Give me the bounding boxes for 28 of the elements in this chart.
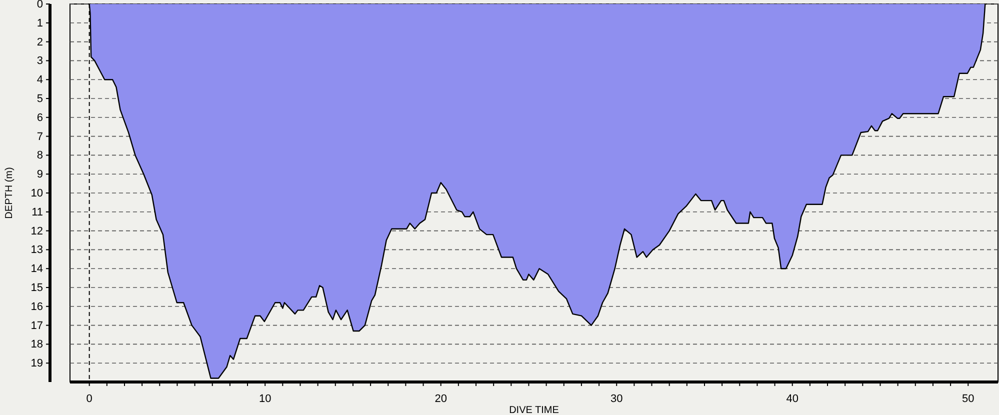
x-tick-label: 40 [786, 393, 798, 406]
y-tick-label: 2 [36, 36, 43, 48]
y-tick-label: 8 [36, 150, 43, 162]
y-tick-label: 0 [36, 0, 43, 11]
y-tick-label: 10 [30, 188, 43, 200]
y-tick-label: 18 [30, 338, 43, 351]
y-tick-label: 9 [36, 168, 43, 181]
y-tick-label: 11 [32, 206, 43, 218]
y-tick-label: 6 [36, 112, 43, 124]
x-tick-label: 50 [962, 393, 974, 406]
x-tick-label: 20 [434, 393, 447, 406]
y-tick-label: 12 [30, 225, 43, 238]
y-tick-label: 19 [30, 358, 43, 370]
y-tick-label: 1 [36, 17, 43, 30]
y-tick-label: 5 [36, 93, 43, 106]
y-tick-label: 3 [36, 55, 43, 68]
y-tick-label: 4 [36, 74, 43, 86]
x-axis-title: DIVE TIME [509, 405, 560, 415]
y-tick-label: 16 [30, 300, 43, 313]
y-tick-label: 13 [30, 244, 43, 256]
y-tick-label: 14 [30, 263, 43, 276]
y-tick-label: 17 [30, 320, 43, 332]
x-tick-label: 30 [610, 393, 623, 406]
y-tick-label: 7 [36, 130, 43, 143]
x-tick-label: 0 [86, 393, 92, 406]
x-tick-label: 10 [258, 393, 272, 406]
y-axis-title: DEPTH (m) [4, 167, 15, 219]
y-tick-label: 15 [30, 282, 43, 294]
